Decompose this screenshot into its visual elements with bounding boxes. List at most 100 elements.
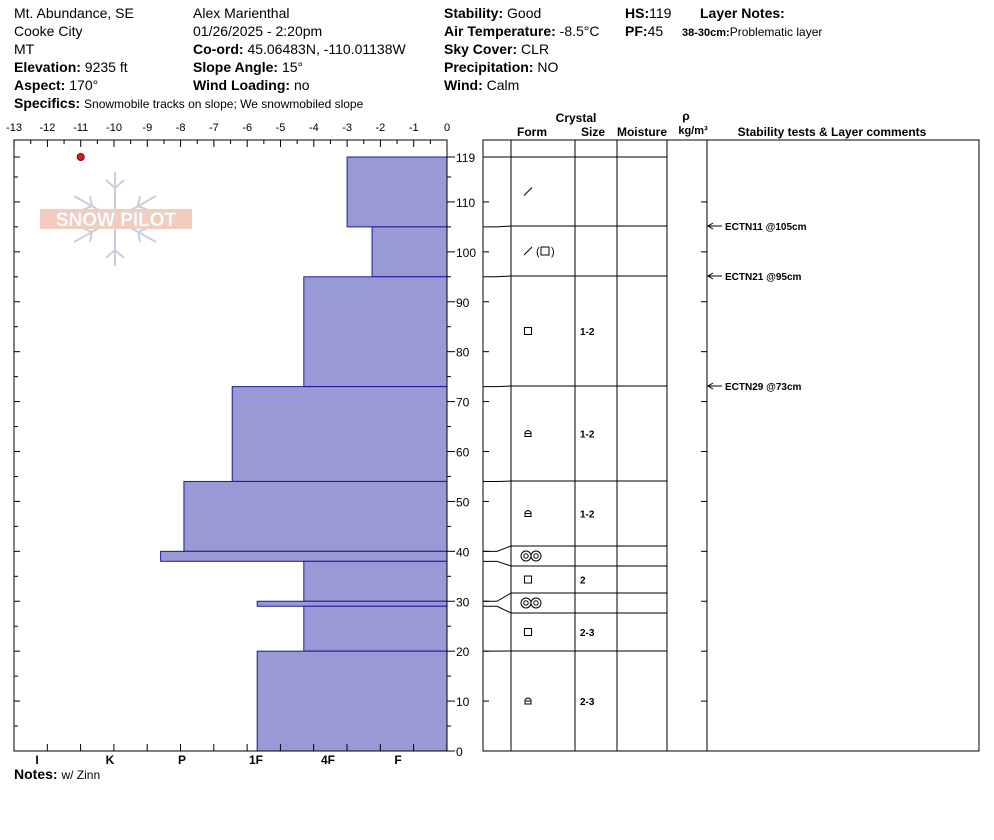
top-temperature-axis: -13 -12 -11 -10 -9 -8 -7 -6 -5 -4 -3 -2 -1 0 [6, 122, 450, 147]
layer-notes-title: Layer Notes: [700, 4, 785, 22]
snowpilot-logo: SNOW PILOT [40, 172, 192, 266]
air-temp-label: Air Temperature: [444, 23, 556, 39]
hardness-bar [183, 480, 448, 552]
top-tick-label: -2 [376, 122, 386, 134]
depth-tick-label: 40 [456, 545, 470, 559]
precip-value: NO [537, 59, 559, 75]
aspect-value: 170° [69, 77, 99, 93]
state: MT [14, 41, 35, 57]
hardness-bar [303, 605, 448, 652]
sky-label: Sky Cover: [444, 41, 518, 57]
row-connector [483, 605, 512, 614]
svg-text:): ) [551, 246, 555, 258]
hardness-tick-label: P [178, 753, 186, 767]
row-connector [483, 592, 512, 602]
header-form: Form [517, 125, 547, 139]
specifics-label: Specifics: [14, 95, 81, 111]
top-tick-label: -4 [309, 122, 319, 134]
temperature-points [76, 153, 85, 161]
precipitation: Precipitation: NO [444, 58, 558, 76]
table-depth-ticks [483, 201, 707, 752]
depth-tick-label: 50 [456, 495, 470, 509]
box-icon [524, 327, 532, 335]
layer-note-range: 38-30cm: [682, 27, 730, 39]
slash-icon [523, 187, 533, 196]
coord-label: Co-ord: [193, 41, 244, 57]
slope-angle: Slope Angle: 15° [193, 58, 303, 76]
layer-note: 38-30cm:Problematic layer [682, 23, 822, 42]
sky-value: CLR [521, 41, 550, 57]
air-temp-value: -8.5°C [559, 23, 600, 39]
aspect-label: Aspect: [14, 77, 66, 93]
hardness-bar [256, 600, 448, 607]
depth-tick-label: 70 [456, 396, 470, 410]
header-size: Size [581, 125, 605, 139]
notes-value: w/ Zinn [61, 768, 101, 782]
stability-test-label: ECTN11 @105cm [725, 222, 807, 233]
layer-connectors [483, 156, 512, 652]
hardness-tick-label: 1F [249, 753, 263, 767]
depth-tick-label: 0 [456, 745, 463, 759]
wind-label: Wind: [444, 77, 483, 93]
layer-note-text: Problematic layer [729, 25, 823, 39]
row-connector [483, 385, 512, 388]
header-stability: Stability tests & Layer comments [738, 125, 927, 139]
arrow-icon [707, 272, 714, 280]
top-tick-label: -7 [209, 122, 219, 134]
slope-label: Slope Angle: [193, 59, 279, 75]
top-tick-label: -8 [176, 122, 186, 134]
crystal-size: 2 [580, 576, 586, 587]
coord-value: 45.06483N, -110.01138W [247, 41, 406, 57]
top-tick-label: -13 [6, 122, 22, 134]
hardness-bar [303, 560, 448, 602]
pf-label: PF: [625, 23, 648, 39]
row-connector [483, 560, 512, 567]
depth-tick-label: 30 [456, 595, 470, 609]
notes: Notes: w/ Zinn [14, 765, 100, 784]
top-tick-label: 0 [444, 122, 450, 134]
stability-test-label: ECTN29 @73cm [725, 382, 802, 393]
sky-cover: Sky Cover: CLR [444, 40, 549, 58]
stability-label: Stability: [444, 5, 504, 21]
hardness-bar [231, 386, 448, 482]
stability-tests: ECTN11 @105cm ECTN21 @95cm ECTN29 @73cm [707, 222, 807, 393]
logo-text: SNOW PILOT [56, 210, 177, 231]
coordinates: Co-ord: 45.06483N, -110.01138W [193, 40, 406, 58]
box-icon [524, 575, 532, 584]
depth-tick-label: 20 [456, 645, 470, 659]
row-connector [483, 545, 512, 552]
hardness-bar [160, 550, 448, 562]
air-temperature: Air Temperature: -8.5°C [444, 22, 600, 40]
bowl-icon [524, 430, 532, 437]
hs-label: HS: [625, 5, 650, 21]
top-tick-label: -3 [342, 122, 352, 134]
header-moisture: Moisture [617, 125, 667, 139]
hardness-bars [160, 156, 448, 752]
top-tick-label: -6 [242, 122, 252, 134]
svg-text:(: ( [536, 246, 540, 258]
top-tick-label: -9 [142, 122, 152, 134]
elevation-label: Elevation: [14, 59, 81, 75]
crystal-size: 1-2 [580, 510, 595, 521]
region: Cooke City [14, 23, 83, 39]
notes-label: Notes: [14, 766, 58, 782]
bowl-icon [524, 697, 532, 705]
header-rho: ρ [682, 109, 689, 123]
hardness-bar [303, 276, 448, 388]
hardness-tick-label: I [35, 753, 38, 767]
depth-tick-label: 110 [456, 196, 475, 210]
crystal-size: 1-2 [580, 327, 595, 338]
depth-tick-label: 119 [456, 151, 475, 165]
snow-height: HS:119 [625, 4, 671, 22]
hardness-bar [346, 156, 448, 228]
wind-loading: Wind Loading: no [193, 76, 310, 94]
crystal-size: 2-3 [580, 697, 595, 708]
location: Mt. Abundance, SE [14, 5, 134, 21]
observer: Alex Marienthal [193, 5, 290, 21]
hardness-bar [256, 650, 448, 752]
elevation-value: 9235 ft [84, 59, 128, 75]
logo-band [40, 209, 192, 229]
row-connector [483, 225, 512, 228]
